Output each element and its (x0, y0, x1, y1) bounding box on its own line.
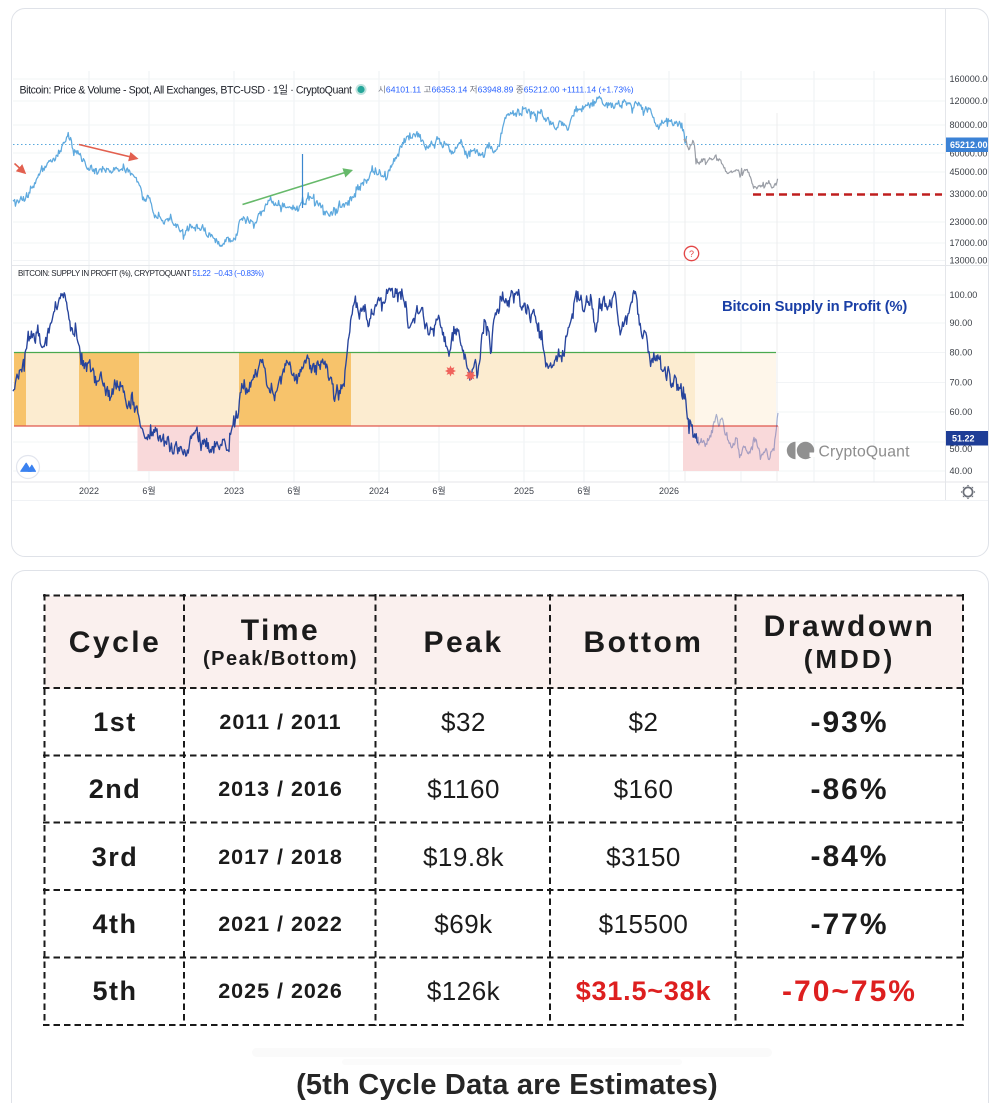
svg-text:CryptoQuant: CryptoQuant (819, 444, 911, 461)
svg-text:?: ? (689, 249, 694, 259)
svg-text:BITCOIN: SUPPLY IN PROFIT (%),: BITCOIN: SUPPLY IN PROFIT (%), CRYPTOQUA… (18, 269, 264, 278)
svg-text:50.00: 50.00 (950, 444, 973, 454)
svg-text:70.00: 70.00 (950, 378, 973, 388)
svg-text:2024: 2024 (369, 486, 389, 496)
svg-text:2025: 2025 (514, 486, 534, 496)
svg-text:2026: 2026 (659, 486, 679, 496)
svg-text:40.00: 40.00 (950, 466, 973, 476)
svg-text:6월: 6월 (142, 485, 155, 496)
svg-text:6월: 6월 (432, 485, 445, 496)
svg-text:6월: 6월 (577, 485, 590, 496)
svg-text:Bitcoin: Price & Volume - Spot: Bitcoin: Price & Volume - Spot, All Exch… (20, 84, 352, 97)
svg-text:51.22: 51.22 (952, 434, 975, 444)
svg-text:23000.00: 23000.00 (950, 217, 988, 227)
svg-text:시64101.11 고66353.14 저63948.89: 시64101.11 고66353.14 저63948.89 종65212.00 … (378, 85, 634, 95)
svg-text:60000.00: 60000.00 (950, 149, 988, 159)
svg-text:2023: 2023 (224, 486, 244, 496)
svg-text:90.00: 90.00 (950, 318, 973, 328)
svg-text:13000.00: 13000.00 (950, 256, 988, 266)
svg-text:6월: 6월 (287, 485, 300, 496)
svg-text:65212.00: 65212.00 (950, 140, 988, 150)
svg-text:100.00: 100.00 (950, 290, 978, 300)
svg-text:17000.00: 17000.00 (950, 238, 988, 248)
svg-text:Bitcoin Supply in Profit (%): Bitcoin Supply in Profit (%) (722, 299, 907, 315)
svg-text:33000.00: 33000.00 (950, 189, 988, 199)
svg-text:120000.00: 120000.00 (950, 96, 990, 106)
svg-text:80000.00: 80000.00 (950, 120, 988, 130)
svg-text:60.00: 60.00 (950, 407, 973, 417)
svg-text:45000.00: 45000.00 (950, 167, 988, 177)
svg-text:80.00: 80.00 (950, 348, 973, 358)
svg-text:2022: 2022 (79, 486, 99, 496)
svg-text:160000.00: 160000.00 (950, 74, 990, 84)
